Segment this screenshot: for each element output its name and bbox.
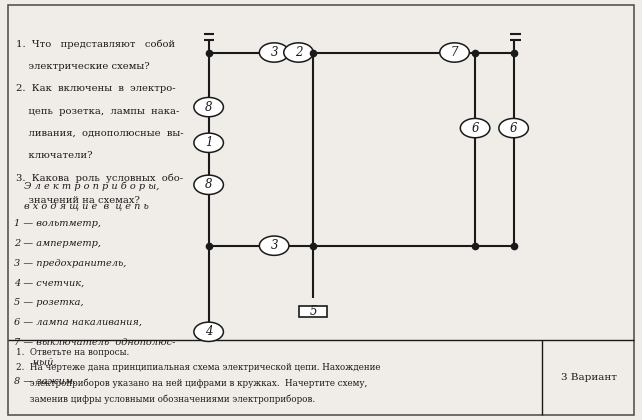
Text: 4 — счетчик,: 4 — счетчик, bbox=[14, 278, 84, 287]
Text: ливания,  однополюсные  вы-: ливания, однополюсные вы- bbox=[16, 129, 184, 138]
Text: электрические схемы?: электрические схемы? bbox=[16, 62, 150, 71]
Text: ный,: ный, bbox=[14, 357, 56, 366]
Text: 6 — лампа накаливания,: 6 — лампа накаливания, bbox=[14, 318, 142, 327]
Circle shape bbox=[460, 118, 490, 138]
Circle shape bbox=[259, 236, 289, 255]
Text: 1 — вольтметр,: 1 — вольтметр, bbox=[14, 219, 101, 228]
Text: 3: 3 bbox=[270, 239, 278, 252]
Text: 1.  Ответьте на вопросы.: 1. Ответьте на вопросы. bbox=[16, 348, 129, 357]
Circle shape bbox=[259, 43, 289, 62]
Text: 4: 4 bbox=[205, 326, 213, 338]
Circle shape bbox=[499, 118, 528, 138]
Text: ключатели?: ключатели? bbox=[16, 151, 92, 160]
Text: 3.  Какова  роль  условных  обо-: 3. Какова роль условных обо- bbox=[16, 173, 183, 183]
Text: 6: 6 bbox=[471, 122, 479, 134]
Circle shape bbox=[194, 322, 223, 341]
Text: 5: 5 bbox=[309, 305, 317, 318]
Bar bbox=[299, 307, 327, 317]
Text: 7: 7 bbox=[451, 46, 458, 59]
Text: 3 Вариант: 3 Вариант bbox=[560, 373, 617, 382]
Text: 8: 8 bbox=[205, 101, 213, 113]
Text: 3 — предохранитель,: 3 — предохранитель, bbox=[14, 259, 126, 268]
Text: значений на схемах?: значений на схемах? bbox=[16, 196, 140, 205]
Text: 2.  На чертеже дана принципиальная схема электрической цепи. Нахождение: 2. На чертеже дана принципиальная схема … bbox=[16, 363, 381, 372]
Text: Э л е к т р о п р и б о р ы,: Э л е к т р о п р и б о р ы, bbox=[24, 181, 160, 191]
Circle shape bbox=[284, 43, 313, 62]
Text: 7 — выключатель  однополюс-: 7 — выключатель однополюс- bbox=[14, 338, 175, 346]
Text: 3: 3 bbox=[270, 46, 278, 59]
Text: 2.  Как  включены  в  электро-: 2. Как включены в электро- bbox=[16, 84, 176, 93]
Text: в х о д я щ и е  в  ц е п ь: в х о д я щ и е в ц е п ь bbox=[24, 201, 149, 210]
Text: 1.  Что   представляют   собой: 1. Что представляют собой bbox=[16, 40, 175, 50]
Text: электроприборов указано на ней цифрами в кружках.  Начертите схему,: электроприборов указано на ней цифрами в… bbox=[16, 379, 367, 389]
Circle shape bbox=[194, 97, 223, 117]
Text: 2 — амперметр,: 2 — амперметр, bbox=[14, 239, 101, 248]
Text: 8 — зажим.: 8 — зажим. bbox=[14, 377, 76, 386]
Circle shape bbox=[440, 43, 469, 62]
Text: 8: 8 bbox=[205, 178, 213, 191]
Text: цепь  розетка,  лампы  нака-: цепь розетка, лампы нака- bbox=[16, 107, 179, 116]
Text: 1: 1 bbox=[205, 136, 213, 149]
Text: 2: 2 bbox=[295, 46, 302, 59]
Text: 5 — розетка,: 5 — розетка, bbox=[14, 298, 83, 307]
Circle shape bbox=[194, 133, 223, 152]
Circle shape bbox=[194, 175, 223, 194]
Text: 6: 6 bbox=[510, 122, 517, 134]
Text: заменив цифры условными обозначениями электроприборов.: заменив цифры условными обозначениями эл… bbox=[16, 394, 315, 404]
